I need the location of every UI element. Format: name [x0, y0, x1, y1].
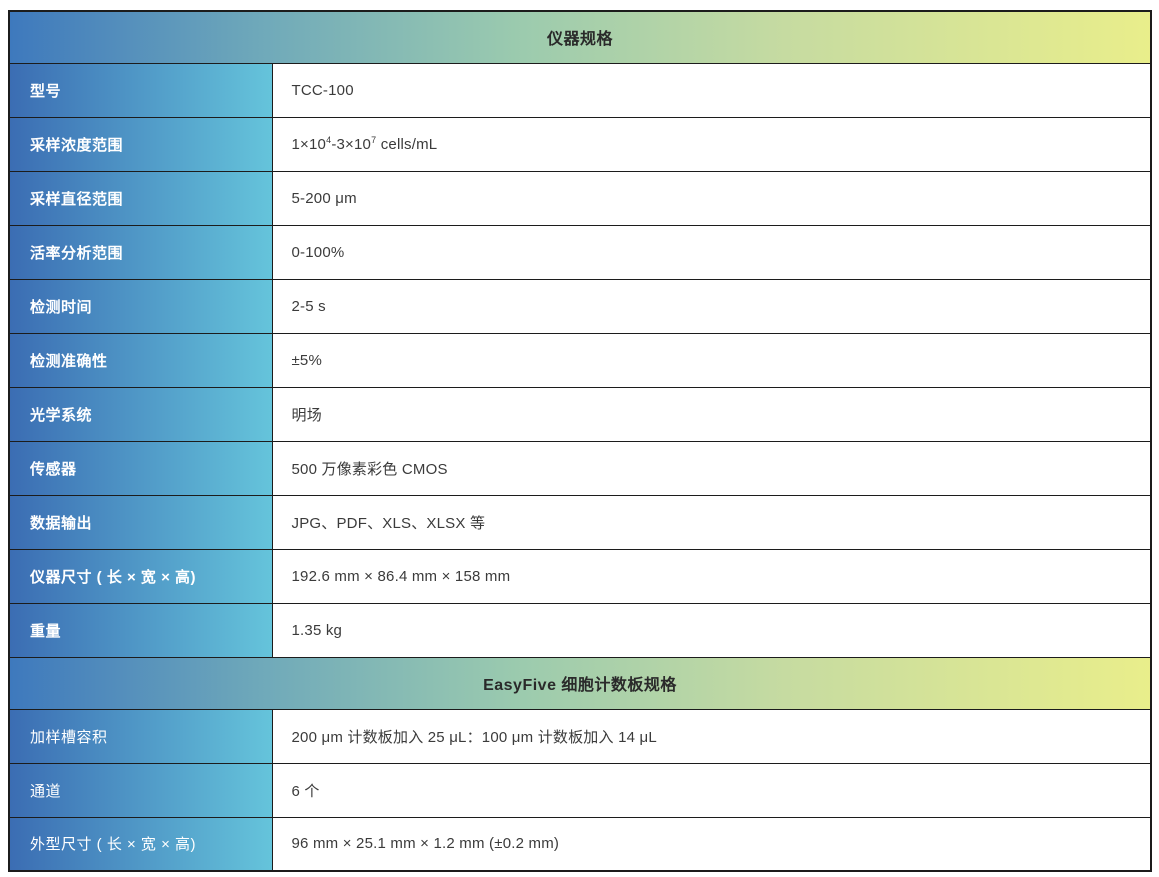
- spec-value: TCC-100: [271, 62, 1152, 118]
- spec-label: 检测准确性: [8, 332, 273, 388]
- spec-label: 活率分析范围: [8, 224, 273, 280]
- spec-value: 明场: [271, 386, 1152, 442]
- spec-row: 型号 TCC-100: [8, 62, 1152, 118]
- superscript: 7: [371, 134, 377, 145]
- spec-label: 重量: [8, 602, 273, 658]
- spec-value: 5-200 μm: [271, 170, 1152, 226]
- spec-value: 1×104-3×107 cells/mL: [271, 116, 1152, 172]
- spec-label: 采样直径范围: [8, 170, 273, 226]
- spec-value: 6 个: [271, 762, 1152, 818]
- spec-row: 仪器尺寸 ( 长 × 宽 × 高) 192.6 mm × 86.4 mm × 15…: [8, 548, 1152, 604]
- spec-label: 传感器: [8, 440, 273, 496]
- spec-row: 传感器 500 万像素彩色 CMOS: [8, 440, 1152, 496]
- spec-value: ±5%: [271, 332, 1152, 388]
- spec-label: 光学系统: [8, 386, 273, 442]
- superscript: 4: [326, 134, 332, 145]
- spec-value: 500 万像素彩色 CMOS: [271, 440, 1152, 496]
- spec-row: 光学系统 明场: [8, 386, 1152, 442]
- spec-label: 仪器尺寸 ( 长 × 宽 × 高): [8, 548, 273, 604]
- spec-table-body: 仪器规格 型号 TCC-100 采样浓度范围 1×104-3×107 cells/mL 采…: [8, 10, 1152, 872]
- spec-row: 采样直径范围 5-200 μm: [8, 170, 1152, 226]
- spec-row: 数据输出 JPG、PDF、XLS、XLSX 等: [8, 494, 1152, 550]
- spec-row: 外型尺寸 ( 长 × 宽 × 高) 96 mm × 25.1 mm × 1.2 m…: [8, 816, 1152, 872]
- spec-table: 仪器规格 型号 TCC-100 采样浓度范围 1×104-3×107 cells/mL 采…: [8, 10, 1152, 872]
- spec-label: 型号: [8, 62, 273, 118]
- spec-label: 通道: [8, 762, 273, 818]
- spec-label: 加样槽容积: [8, 708, 273, 764]
- spec-row: 活率分析范围 0-100%: [8, 224, 1152, 280]
- spec-value: 192.6 mm × 86.4 mm × 158 mm: [271, 548, 1152, 604]
- spec-value: 2-5 s: [271, 278, 1152, 334]
- spec-label: 采样浓度范围: [8, 116, 273, 172]
- section-header-row: EasyFive 细胞计数板规格: [8, 656, 1152, 710]
- spec-row: 加样槽容积 200 μm 计数板加入 25 μL：100 μm 计数板加入 14 …: [8, 708, 1152, 764]
- spec-value: JPG、PDF、XLS、XLSX 等: [271, 494, 1152, 550]
- spec-row: 重量 1.35 kg: [8, 602, 1152, 658]
- section-title: EasyFive 细胞计数板规格: [8, 656, 1152, 710]
- spec-row: 检测准确性 ±5%: [8, 332, 1152, 388]
- spec-value: 1.35 kg: [271, 602, 1152, 658]
- section-title: 仪器规格: [8, 10, 1152, 64]
- spec-value: 0-100%: [271, 224, 1152, 280]
- section-header-row: 仪器规格: [8, 10, 1152, 64]
- spec-label: 外型尺寸 ( 长 × 宽 × 高): [8, 816, 273, 872]
- spec-label: 检测时间: [8, 278, 273, 334]
- spec-row: 通道 6 个: [8, 762, 1152, 818]
- spec-label: 数据输出: [8, 494, 273, 550]
- spec-row: 采样浓度范围 1×104-3×107 cells/mL: [8, 116, 1152, 172]
- spec-row: 检测时间 2-5 s: [8, 278, 1152, 334]
- spec-value: 200 μm 计数板加入 25 μL：100 μm 计数板加入 14 μL: [271, 708, 1152, 764]
- spec-value: 96 mm × 25.1 mm × 1.2 mm (±0.2 mm): [271, 816, 1152, 872]
